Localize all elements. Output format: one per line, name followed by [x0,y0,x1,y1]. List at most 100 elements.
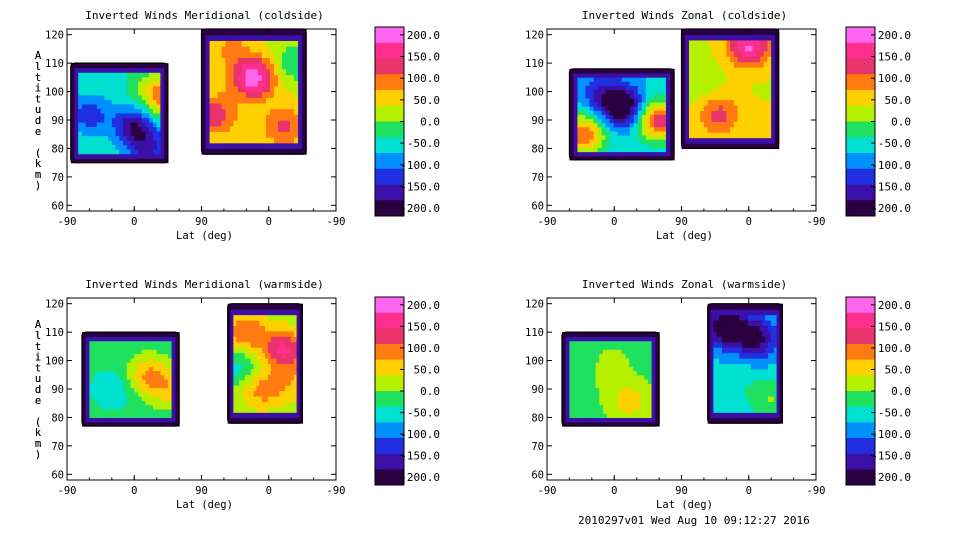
heat-cell [81,117,87,123]
heat-cell [629,408,634,414]
heat-cell [770,319,775,327]
heat-cell [629,114,635,120]
heat-cell [249,142,255,150]
heat-cell [641,147,647,153]
heat-cell [74,99,79,105]
heat-cell [629,349,634,355]
heat-cell [205,57,211,64]
heat-cell [581,122,587,128]
heat-cell [164,349,169,355]
heat-cell [610,387,615,393]
heat-cell [621,93,627,99]
heat-cell [74,108,79,114]
heat-cell [603,353,608,359]
heat-cell [282,374,286,381]
heat-cell [85,408,91,414]
heat-cell [225,131,231,138]
heat-cell [640,408,645,414]
heat-cell [641,130,647,136]
heat-cell [647,400,653,406]
heat-cell [160,336,165,342]
heat-cell [74,112,79,119]
heat-cell [171,344,176,350]
heat-cell [736,412,740,419]
heat-cell [201,51,207,59]
colorbar-swatch [375,153,404,170]
heat-cell [715,115,720,122]
heat-cell [160,408,165,414]
heat-cell [727,357,732,365]
heat-cell [569,118,575,124]
heat-cell [233,330,237,337]
heat-cell [100,90,105,96]
heat-cell [599,396,604,401]
heat-cell [74,94,79,100]
heat-cell [93,361,98,367]
heat-cell [645,93,651,99]
heat-cell [167,357,173,363]
heat-cell [104,76,109,82]
heat-cell [569,387,574,393]
heat-cell [230,379,235,386]
heat-cell [577,143,583,149]
heat-cell [610,361,615,367]
heat-cell [225,114,231,121]
heat-cell [279,385,283,392]
heat-cell [225,40,231,47]
heat-cell [288,412,292,419]
heat-cell [771,121,776,128]
heat-cell [81,158,87,164]
heat-cell [748,94,754,101]
heat-cell [141,366,147,372]
heat-cell [722,110,727,117]
heat-cell [96,332,102,337]
heat-cell [285,341,289,348]
heat-cell [625,147,631,153]
heat-cell [633,72,639,78]
heat-cell [277,148,283,155]
heat-cell [621,408,627,414]
heat-cell [119,417,124,423]
heat-cell [108,370,113,376]
heat-cell [647,349,653,355]
heat-cell [633,81,639,86]
heat-cell [273,68,279,76]
heat-cell [225,125,231,132]
heat-cell [696,83,701,90]
heat-cell [160,72,165,78]
heat-cell [661,151,667,157]
heat-cell [573,408,578,414]
heat-cell [637,126,643,132]
heat-cell [692,115,698,122]
heat-cell [617,68,623,74]
heat-cell [201,102,207,110]
heat-cell [96,340,102,346]
heat-cell [719,357,723,365]
heat-cell [747,314,752,321]
heat-cell [244,412,249,419]
heat-cell [733,105,739,112]
heat-cell [205,63,211,70]
heat-cell [74,121,79,128]
heatmap-field [568,28,780,161]
heat-cell [225,51,231,59]
heat-cell [262,395,266,403]
heat-cell [745,72,750,79]
heat-cell [700,39,705,46]
heat-cell [580,370,585,376]
heat-cell [229,102,235,110]
heat-cell [277,68,283,76]
heat-cell [655,421,660,427]
heat-cell [126,404,132,410]
heat-cell [609,68,615,74]
heat-cell [171,357,176,363]
heat-cell [609,151,615,157]
heat-cell [213,97,219,104]
heat-cell [259,309,263,316]
heat-cell [93,99,98,105]
heat-cell [653,89,659,95]
heat-cell [141,336,147,342]
heat-cell [137,140,143,146]
heat-cell [96,158,102,164]
heat-cell [281,40,287,47]
